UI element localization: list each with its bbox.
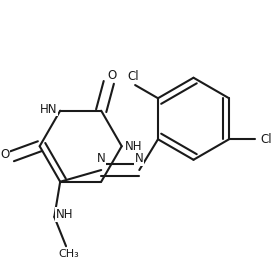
- Text: HN: HN: [40, 103, 57, 116]
- Text: O: O: [108, 69, 117, 82]
- Text: NH: NH: [56, 208, 73, 221]
- Text: Cl: Cl: [127, 70, 139, 83]
- Text: CH₃: CH₃: [59, 249, 79, 259]
- Text: N: N: [97, 153, 106, 165]
- Text: NH: NH: [125, 140, 142, 153]
- Text: N: N: [135, 153, 144, 165]
- Text: O: O: [0, 148, 9, 161]
- Text: Cl: Cl: [261, 133, 272, 146]
